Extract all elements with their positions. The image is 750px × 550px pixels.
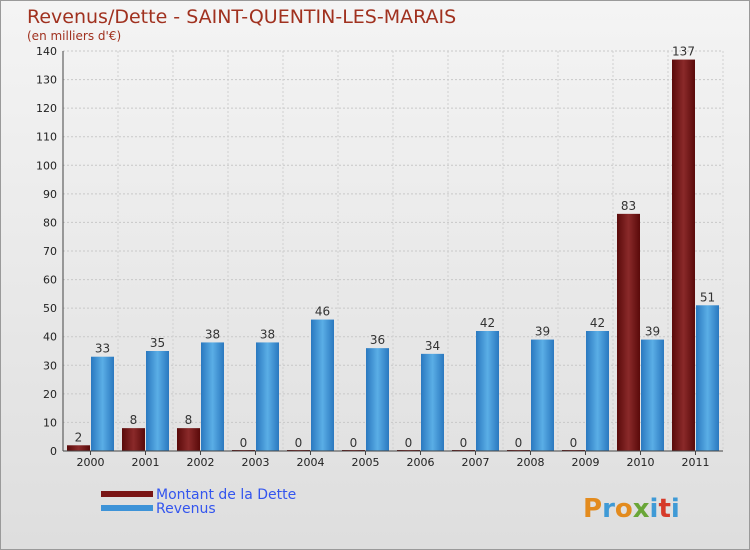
y-tick-label: 40 <box>43 331 57 344</box>
bars: 2 33 8 35 8 38 0 38 0 46 0 36 0 34 0 42 0 39 0 42 83 39 137 51 <box>67 45 719 451</box>
data-label-debt: 137 <box>672 45 695 59</box>
x-tick-label: 2007 <box>462 456 490 469</box>
legend-label-debt: Montant de la Dette <box>156 487 296 503</box>
x-tick-label: 2003 <box>242 456 270 469</box>
y-tick-label: 110 <box>36 131 57 144</box>
data-label-debt: 0 <box>460 436 468 450</box>
legend-label-revenue: Revenus <box>156 501 216 517</box>
y-tick-label: 50 <box>43 302 57 315</box>
data-label-revenue: 46 <box>315 305 330 319</box>
legend-swatch-revenue <box>101 505 153 511</box>
bar-debt <box>177 428 200 451</box>
bar-debt <box>122 428 145 451</box>
y-tick-label: 10 <box>43 416 57 429</box>
data-label-debt: 0 <box>240 436 248 450</box>
bar-revenue <box>476 331 499 451</box>
bar-debt <box>617 213 640 451</box>
logo-letter: r <box>602 494 615 524</box>
x-tick-label: 2005 <box>352 456 380 469</box>
data-label-debt: 0 <box>515 436 523 450</box>
logo-letter: o <box>615 494 633 524</box>
bar-revenue <box>531 339 554 451</box>
x-tick-label: 2008 <box>517 456 545 469</box>
bar-revenue <box>366 348 389 451</box>
logo-letter: P <box>583 494 602 524</box>
y-tick-label: 130 <box>36 74 57 87</box>
chart-title: Revenus/Dette - SAINT-QUENTIN-LES-MARAIS <box>27 6 456 28</box>
chart-subtitle: (en milliers d'€) <box>27 29 121 43</box>
bar-revenue <box>696 305 719 451</box>
data-label-revenue: 51 <box>700 290 715 304</box>
data-label-revenue: 39 <box>645 325 660 339</box>
x-tick-label: 2006 <box>407 456 435 469</box>
x-tick-label: 2001 <box>132 456 160 469</box>
data-label-debt: 83 <box>621 199 636 213</box>
bar-revenue <box>421 353 444 451</box>
x-tick-label: 2010 <box>627 456 655 469</box>
data-label-revenue: 33 <box>95 342 110 356</box>
logo-letter: i <box>671 494 680 524</box>
data-label-revenue: 42 <box>590 316 605 330</box>
y-tick-label: 20 <box>43 388 57 401</box>
data-label-debt: 2 <box>75 430 83 444</box>
bar-revenue <box>201 342 224 451</box>
data-label-debt: 0 <box>295 436 303 450</box>
bar-revenue <box>256 342 279 451</box>
bar-revenue <box>91 356 114 451</box>
y-tick-label: 30 <box>43 359 57 372</box>
data-label-debt: 8 <box>185 413 193 427</box>
y-tick-label: 140 <box>36 45 57 58</box>
x-tick-label: 2004 <box>297 456 325 469</box>
data-label-revenue: 34 <box>425 339 440 353</box>
data-label-debt: 8 <box>130 413 138 427</box>
bar-debt <box>672 59 695 451</box>
data-label-debt: 0 <box>405 436 413 450</box>
x-tick-label: 2002 <box>187 456 215 469</box>
x-tick-label: 2011 <box>682 456 710 469</box>
y-tick-label: 60 <box>43 274 57 287</box>
data-label-revenue: 36 <box>370 333 385 347</box>
legend-swatch-debt <box>101 491 153 497</box>
y-tick-label: 80 <box>43 216 57 229</box>
data-label-revenue: 35 <box>150 336 165 350</box>
proxiti-logo-text: Proxiti <box>583 494 680 524</box>
data-label-revenue: 39 <box>535 325 550 339</box>
logo-letter: i <box>650 494 659 524</box>
x-tick-label: 2000 <box>77 456 105 469</box>
y-tick-label: 70 <box>43 245 57 258</box>
data-label-revenue: 38 <box>205 327 220 341</box>
bar-revenue <box>641 339 664 451</box>
bar-revenue <box>146 351 169 451</box>
data-label-debt: 0 <box>570 436 578 450</box>
logo-letter: x <box>633 494 650 524</box>
data-label-revenue: 38 <box>260 327 275 341</box>
y-tick-label: 120 <box>36 102 57 115</box>
y-tick-label: 0 <box>50 445 57 458</box>
y-tick-label: 100 <box>36 159 57 172</box>
logo-letter: t <box>658 494 670 524</box>
bar-revenue <box>586 331 609 451</box>
proxiti-logo: Proxiti <box>583 494 680 524</box>
x-tick-label: 2009 <box>572 456 600 469</box>
y-tick-label: 90 <box>43 188 57 201</box>
data-label-debt: 0 <box>350 436 358 450</box>
data-label-revenue: 42 <box>480 316 495 330</box>
bar-revenue <box>311 319 334 451</box>
bar-debt <box>67 445 90 451</box>
